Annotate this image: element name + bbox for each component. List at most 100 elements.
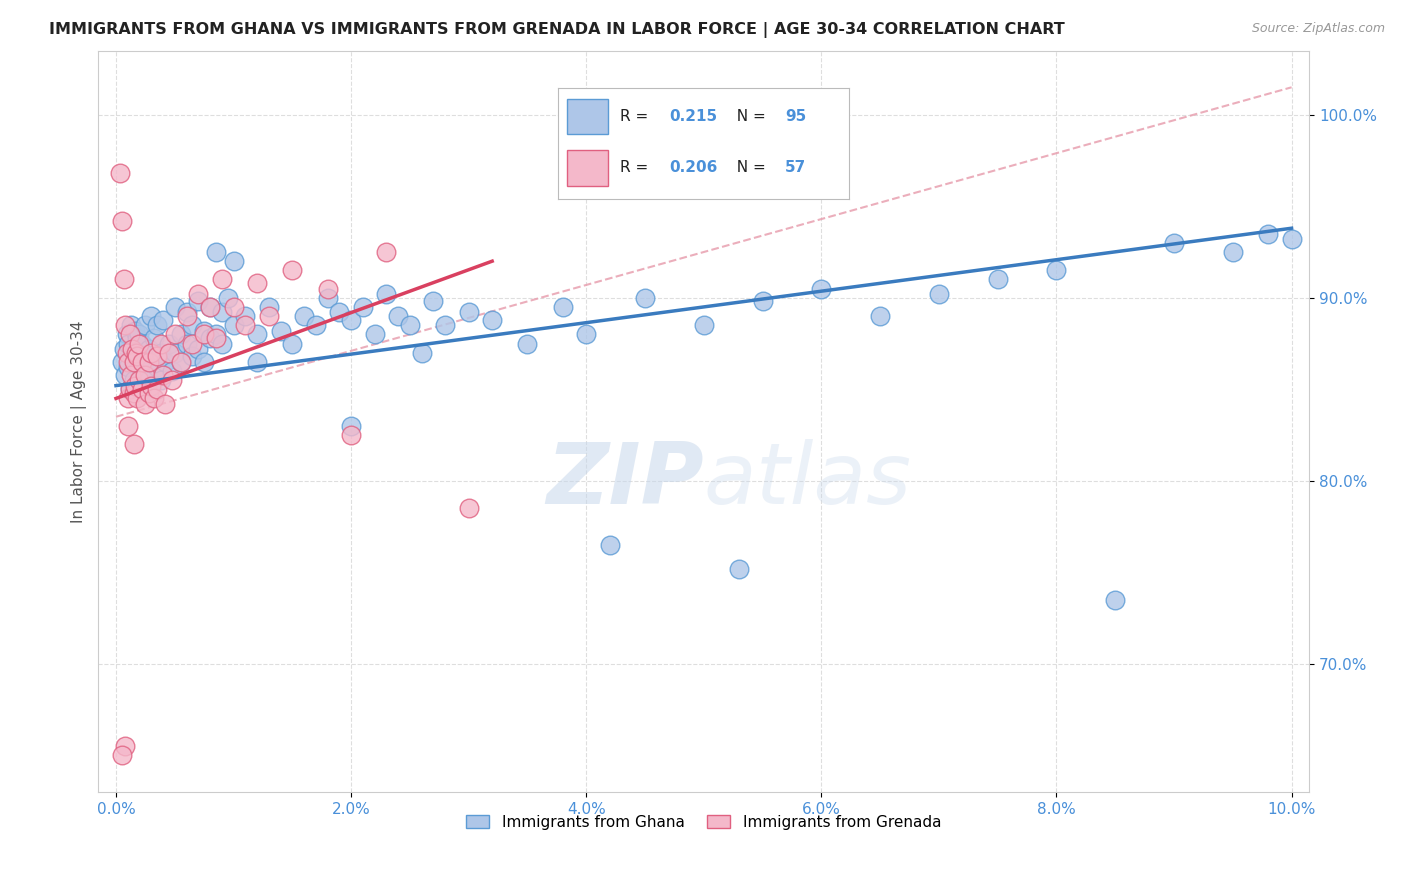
Point (131, 368, 153, 382)
Text: IMMIGRANTS FROM GHANA VS IMMIGRANTS FROM GRENADA IN LABOR FORCE | AGE 30-34 CORR: IMMIGRANTS FROM GHANA VS IMMIGRANTS FROM… (49, 22, 1064, 38)
Point (181, 349, 204, 363)
Point (305, 318, 328, 333)
Point (187, 287, 209, 301)
Point (125, 345, 148, 359)
Point (181, 318, 204, 333)
Point (146, 382, 169, 396)
Point (117, 355, 139, 369)
Point (120, 382, 142, 396)
Point (575, 327, 598, 342)
Point (193, 324, 215, 338)
Point (1163, 235, 1185, 250)
Point (281, 263, 304, 277)
Point (169, 327, 191, 342)
Point (246, 355, 269, 369)
Point (352, 300, 374, 314)
Point (127, 392, 149, 406)
Point (551, 300, 574, 314)
Point (152, 312, 174, 326)
Point (987, 272, 1010, 286)
Point (117, 392, 139, 406)
Point (233, 318, 256, 333)
Point (114, 368, 136, 382)
Point (112, 342, 135, 356)
Point (146, 349, 169, 363)
Point (1281, 232, 1303, 246)
Text: ZIP: ZIP (546, 439, 704, 522)
Point (120, 318, 142, 333)
Point (141, 345, 163, 359)
Point (162, 364, 184, 378)
Point (111, 355, 134, 369)
Point (138, 386, 160, 401)
Point (163, 327, 186, 342)
Point (375, 287, 398, 301)
Point (222, 300, 245, 314)
Point (281, 336, 304, 351)
Point (141, 355, 163, 369)
Point (162, 373, 184, 387)
Point (222, 254, 245, 268)
Point (316, 291, 339, 305)
Point (157, 336, 180, 351)
Point (128, 336, 150, 351)
Point (222, 318, 245, 333)
Point (198, 331, 221, 345)
Point (316, 282, 339, 296)
Legend: Immigrants from Ghana, Immigrants from Grenada: Immigrants from Ghana, Immigrants from G… (460, 809, 948, 836)
Point (176, 305, 198, 319)
Point (163, 300, 186, 314)
Text: Source: ZipAtlas.com: Source: ZipAtlas.com (1251, 22, 1385, 36)
Point (728, 562, 751, 576)
Point (187, 294, 209, 309)
Point (131, 336, 153, 351)
Point (1257, 227, 1279, 241)
Point (138, 355, 160, 369)
Point (181, 336, 204, 351)
Point (111, 748, 134, 763)
Point (246, 276, 269, 290)
Point (117, 418, 139, 433)
Point (128, 327, 150, 342)
Point (187, 342, 209, 356)
Point (122, 437, 145, 451)
Point (111, 214, 134, 228)
Point (198, 300, 221, 314)
Point (1104, 592, 1126, 607)
Point (146, 360, 169, 375)
Point (134, 364, 156, 378)
Text: atlas: atlas (704, 439, 911, 522)
Y-axis label: In Labor Force | Age 30-34: In Labor Force | Age 30-34 (72, 320, 87, 523)
Point (270, 324, 292, 338)
Point (122, 345, 145, 359)
Point (363, 327, 385, 342)
Point (205, 245, 228, 260)
Point (211, 272, 233, 286)
Point (457, 501, 479, 516)
Point (142, 392, 165, 406)
Point (193, 327, 215, 342)
Point (751, 294, 773, 309)
Point (481, 312, 503, 326)
Point (127, 349, 149, 363)
Point (457, 305, 479, 319)
Point (120, 382, 142, 396)
Point (146, 318, 169, 333)
Point (121, 342, 143, 356)
Point (399, 318, 422, 333)
Point (122, 355, 145, 369)
Point (138, 373, 160, 387)
Point (122, 386, 145, 401)
Point (387, 309, 409, 323)
Point (340, 418, 363, 433)
Point (176, 309, 198, 323)
Point (134, 318, 156, 333)
Point (1045, 263, 1067, 277)
Point (169, 355, 191, 369)
Point (128, 373, 150, 387)
Point (141, 309, 163, 323)
Point (198, 300, 221, 314)
Point (163, 345, 186, 359)
Point (193, 355, 215, 369)
Point (131, 355, 153, 369)
